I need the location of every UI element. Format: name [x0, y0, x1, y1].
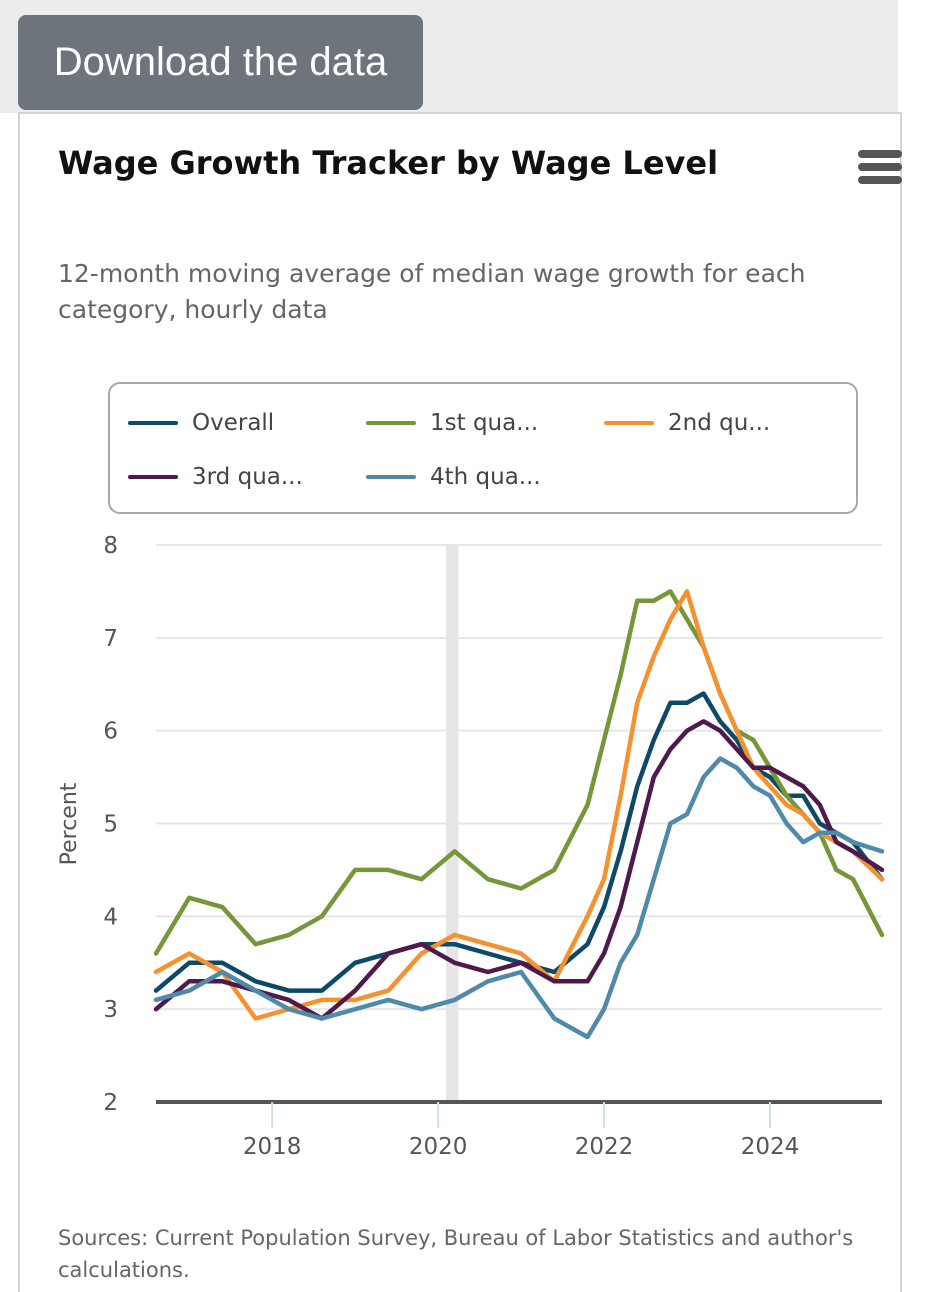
legend-swatch — [128, 421, 178, 425]
x-tick-label: 2018 — [243, 1134, 302, 1160]
legend-swatch — [604, 421, 654, 425]
y-tick-label: 5 — [103, 812, 118, 838]
legend-label: 1st qua... — [430, 410, 539, 436]
y-tick-label: 7 — [103, 626, 118, 652]
legend-swatch — [128, 475, 178, 479]
x-tick-label: 2020 — [409, 1134, 468, 1160]
legend-label: 3rd qua... — [192, 464, 303, 490]
chart-card: Wage Growth Tracker by Wage Level 12-mon… — [18, 112, 902, 1292]
y-tick-label: 6 — [103, 719, 118, 745]
y-tick-label: 3 — [103, 997, 118, 1023]
y-tick-label: 2 — [103, 1090, 118, 1116]
series-line-2 — [153, 589, 885, 956]
hamburger-menu-icon[interactable] — [858, 148, 904, 186]
y-tick-label: 4 — [103, 904, 118, 930]
y-tick-label: 8 — [103, 533, 118, 559]
series-line-1 — [153, 691, 885, 993]
series-line-3 — [153, 589, 885, 1021]
download-data-button[interactable]: Download the data — [18, 15, 423, 110]
legend-item-3rd-quartile[interactable]: 3rd qua... — [128, 462, 303, 492]
x-tick-label: 2024 — [741, 1134, 800, 1160]
legend-item-2nd-quartile[interactable]: 2nd qu... — [604, 408, 770, 438]
legend-item-overall[interactable]: Overall — [128, 408, 274, 438]
legend-swatch — [366, 475, 416, 479]
legend-item-4th-quartile[interactable]: 4th qua... — [366, 462, 541, 492]
chart-subtitle: 12-month moving average of median wage g… — [58, 259, 806, 324]
legend-swatch — [366, 421, 416, 425]
chart-legend: Overall 1st qua... 2nd qu... 3rd qua... … — [108, 382, 858, 514]
legend-label: Overall — [192, 410, 275, 436]
y-axis-title: Percent — [57, 782, 82, 865]
x-tick-label: 2022 — [575, 1134, 634, 1160]
legend-label: 2nd qu... — [668, 410, 771, 436]
chart-title: Wage Growth Tracker by Wage Level — [58, 144, 719, 182]
source-note: Sources: Current Population Survey, Bure… — [58, 1226, 854, 1282]
series-line-5 — [153, 756, 885, 1040]
legend-label: 4th qua... — [430, 464, 541, 490]
legend-item-1st-quartile[interactable]: 1st qua... — [366, 408, 538, 438]
